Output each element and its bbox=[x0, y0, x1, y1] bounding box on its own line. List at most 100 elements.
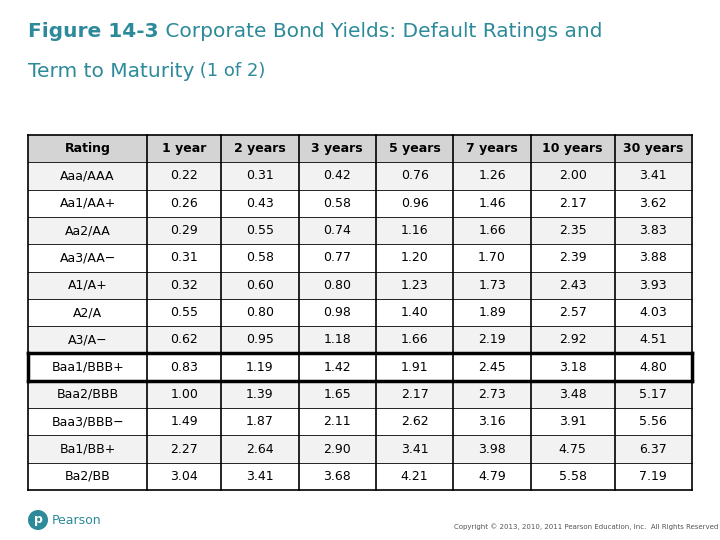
Bar bbox=[299, 244, 376, 272]
Bar bbox=[531, 408, 615, 435]
Text: 3.83: 3.83 bbox=[639, 224, 667, 237]
Text: 0.80: 0.80 bbox=[323, 279, 351, 292]
Text: 1.00: 1.00 bbox=[171, 388, 198, 401]
Text: 3.04: 3.04 bbox=[171, 470, 198, 483]
Bar bbox=[28, 244, 148, 272]
Text: 3.62: 3.62 bbox=[639, 197, 667, 210]
Text: 3.93: 3.93 bbox=[639, 279, 667, 292]
Bar bbox=[376, 190, 454, 217]
Text: Pearson: Pearson bbox=[52, 514, 102, 526]
Text: 2.64: 2.64 bbox=[246, 443, 274, 456]
Bar bbox=[615, 435, 692, 463]
Bar bbox=[148, 408, 221, 435]
Bar bbox=[454, 244, 531, 272]
Text: 0.58: 0.58 bbox=[246, 252, 274, 265]
Text: 2.73: 2.73 bbox=[478, 388, 506, 401]
Bar bbox=[531, 190, 615, 217]
Text: 0.83: 0.83 bbox=[171, 361, 198, 374]
Text: 0.26: 0.26 bbox=[171, 197, 198, 210]
Text: 0.42: 0.42 bbox=[323, 170, 351, 183]
Text: 0.98: 0.98 bbox=[323, 306, 351, 319]
Text: 1.66: 1.66 bbox=[478, 224, 506, 237]
Text: 2.62: 2.62 bbox=[401, 415, 428, 428]
Text: p: p bbox=[34, 514, 42, 526]
Text: 5.17: 5.17 bbox=[639, 388, 667, 401]
Bar bbox=[615, 135, 692, 163]
Bar bbox=[615, 190, 692, 217]
Text: Copyright © 2013, 2010, 2011 Pearson Education, Inc.  All Rights Reserved: Copyright © 2013, 2010, 2011 Pearson Edu… bbox=[454, 523, 718, 530]
Bar bbox=[531, 244, 615, 272]
Bar bbox=[454, 299, 531, 326]
Bar bbox=[531, 381, 615, 408]
Bar bbox=[615, 326, 692, 354]
Text: Figure 14-3: Figure 14-3 bbox=[28, 22, 158, 41]
Bar bbox=[221, 135, 299, 163]
Text: 2.35: 2.35 bbox=[559, 224, 587, 237]
Text: 3.41: 3.41 bbox=[639, 170, 667, 183]
Text: 6.37: 6.37 bbox=[639, 443, 667, 456]
Bar bbox=[615, 244, 692, 272]
Bar bbox=[299, 272, 376, 299]
Bar bbox=[454, 354, 531, 381]
Text: 2.57: 2.57 bbox=[559, 306, 587, 319]
Text: 0.43: 0.43 bbox=[246, 197, 274, 210]
Text: 2.19: 2.19 bbox=[478, 333, 506, 346]
Text: 10 years: 10 years bbox=[542, 142, 603, 155]
Text: 1.18: 1.18 bbox=[323, 333, 351, 346]
Text: Aa1/AA+: Aa1/AA+ bbox=[60, 197, 116, 210]
Bar bbox=[28, 435, 148, 463]
Text: Rating: Rating bbox=[65, 142, 111, 155]
Bar bbox=[28, 299, 148, 326]
Text: Corporate Bond Yields: Default Ratings and: Corporate Bond Yields: Default Ratings a… bbox=[158, 22, 602, 41]
Bar bbox=[221, 408, 299, 435]
Text: 1 year: 1 year bbox=[162, 142, 207, 155]
Bar bbox=[615, 299, 692, 326]
Bar bbox=[221, 463, 299, 490]
Bar bbox=[221, 354, 299, 381]
Bar bbox=[148, 381, 221, 408]
Bar bbox=[615, 272, 692, 299]
Bar bbox=[376, 244, 454, 272]
Text: 0.60: 0.60 bbox=[246, 279, 274, 292]
Text: 1.26: 1.26 bbox=[478, 170, 506, 183]
Text: 1.65: 1.65 bbox=[323, 388, 351, 401]
Bar bbox=[221, 381, 299, 408]
Bar bbox=[454, 463, 531, 490]
Bar bbox=[615, 463, 692, 490]
Text: 2.45: 2.45 bbox=[478, 361, 506, 374]
Text: 4.79: 4.79 bbox=[478, 470, 506, 483]
Bar bbox=[148, 463, 221, 490]
Text: 2.39: 2.39 bbox=[559, 252, 587, 265]
Bar bbox=[376, 463, 454, 490]
Bar bbox=[376, 135, 454, 163]
Bar bbox=[148, 244, 221, 272]
Text: 5.56: 5.56 bbox=[639, 415, 667, 428]
Text: 3.88: 3.88 bbox=[639, 252, 667, 265]
Bar bbox=[221, 326, 299, 354]
Text: 0.31: 0.31 bbox=[171, 252, 198, 265]
Bar bbox=[148, 354, 221, 381]
Text: 3.98: 3.98 bbox=[478, 443, 506, 456]
Bar bbox=[28, 272, 148, 299]
Bar bbox=[221, 163, 299, 190]
Text: 4.80: 4.80 bbox=[639, 361, 667, 374]
Bar bbox=[299, 163, 376, 190]
Text: 1.89: 1.89 bbox=[478, 306, 506, 319]
Bar bbox=[376, 408, 454, 435]
Text: 5 years: 5 years bbox=[389, 142, 441, 155]
Text: 2.00: 2.00 bbox=[559, 170, 587, 183]
Text: 0.55: 0.55 bbox=[170, 306, 198, 319]
Bar bbox=[299, 190, 376, 217]
Bar bbox=[376, 381, 454, 408]
Text: 0.31: 0.31 bbox=[246, 170, 274, 183]
Text: 0.32: 0.32 bbox=[171, 279, 198, 292]
Text: 0.74: 0.74 bbox=[323, 224, 351, 237]
Bar bbox=[454, 190, 531, 217]
Bar bbox=[299, 354, 376, 381]
Text: 1.42: 1.42 bbox=[323, 361, 351, 374]
Text: 3.48: 3.48 bbox=[559, 388, 587, 401]
Text: 2.43: 2.43 bbox=[559, 279, 587, 292]
Bar bbox=[376, 299, 454, 326]
Text: 1.39: 1.39 bbox=[246, 388, 274, 401]
Text: 1.49: 1.49 bbox=[171, 415, 198, 428]
